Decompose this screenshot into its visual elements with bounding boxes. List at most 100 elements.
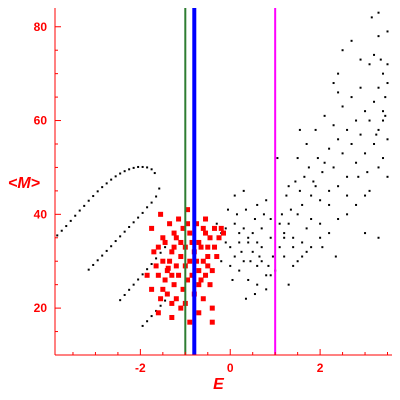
data-point <box>373 53 376 56</box>
data-point <box>332 166 335 169</box>
data-point <box>312 180 315 183</box>
data-point <box>334 255 337 258</box>
data-point <box>305 227 308 230</box>
data-point <box>176 216 182 222</box>
data-point <box>292 264 295 267</box>
data-point <box>146 268 149 271</box>
data-point <box>155 244 161 250</box>
data-point <box>289 208 292 211</box>
data-point <box>231 278 234 281</box>
data-point <box>224 241 227 244</box>
data-point <box>328 232 331 235</box>
data-point <box>169 272 175 278</box>
data-point <box>205 244 211 250</box>
data-point <box>150 263 153 266</box>
data-point <box>173 296 179 302</box>
data-point <box>341 49 344 52</box>
data-point <box>301 203 304 206</box>
data-point <box>310 246 313 249</box>
data-point <box>180 286 186 292</box>
data-point <box>203 216 209 222</box>
data-point <box>203 230 209 236</box>
data-point <box>386 138 389 141</box>
data-point <box>283 232 286 235</box>
data-point <box>271 255 274 258</box>
data-point <box>310 218 313 221</box>
data-point <box>366 171 369 174</box>
data-point <box>377 86 380 89</box>
data-point <box>265 199 268 202</box>
data-point <box>314 185 317 188</box>
data-point <box>194 221 200 227</box>
y-tick-label: 40 <box>34 207 48 221</box>
data-point <box>196 282 202 288</box>
data-point <box>74 214 77 217</box>
data-point <box>303 175 306 178</box>
data-point <box>128 288 131 291</box>
data-point <box>200 258 206 264</box>
x-tick-label: -2 <box>135 361 146 375</box>
data-point <box>123 293 126 296</box>
data-point <box>253 293 256 296</box>
data-point <box>386 175 389 178</box>
data-point <box>196 268 202 274</box>
data-point <box>150 315 153 318</box>
data-point <box>167 221 173 227</box>
data-point <box>221 230 226 236</box>
data-point <box>368 189 371 192</box>
data-point <box>269 218 272 221</box>
x-tick-label: 2 <box>317 361 324 375</box>
data-point <box>209 305 215 311</box>
data-point <box>132 166 135 169</box>
data-point <box>260 227 263 230</box>
data-point <box>194 258 200 264</box>
data-point <box>171 230 177 236</box>
data-point <box>105 249 108 252</box>
data-point <box>212 244 218 250</box>
data-point <box>141 324 144 327</box>
x-axis-title: E <box>213 376 225 393</box>
data-point <box>212 225 218 231</box>
data-point <box>169 249 175 255</box>
data-point <box>215 222 218 225</box>
data-point <box>233 194 236 197</box>
data-point <box>96 259 99 262</box>
data-point <box>101 254 104 257</box>
data-point <box>328 203 331 206</box>
data-point <box>238 232 241 235</box>
y-tick-label: 60 <box>34 114 48 128</box>
data-point <box>373 100 376 103</box>
data-point <box>382 119 385 122</box>
data-point <box>346 128 349 131</box>
data-point <box>283 236 286 239</box>
data-point <box>233 222 236 225</box>
data-point <box>337 91 340 94</box>
data-point <box>155 272 161 278</box>
data-point <box>132 283 135 286</box>
data-point <box>249 260 252 263</box>
data-point <box>265 274 268 277</box>
data-point <box>178 305 184 311</box>
data-point <box>269 236 272 239</box>
data-point <box>370 16 373 19</box>
data-point <box>78 209 81 212</box>
data-point <box>332 124 335 127</box>
data-point <box>137 216 140 219</box>
data-point <box>123 230 126 233</box>
data-point <box>220 260 223 263</box>
data-point <box>382 72 385 75</box>
data-point <box>158 187 161 190</box>
data-point <box>253 218 256 221</box>
data-point <box>256 241 259 244</box>
vertical-lines <box>184 8 277 355</box>
data-point <box>256 283 259 286</box>
data-point <box>151 249 157 255</box>
data-point <box>256 264 259 267</box>
data-point <box>149 225 155 231</box>
data-point <box>144 272 150 278</box>
data-point <box>260 260 263 263</box>
data-point <box>155 257 158 260</box>
data-point <box>355 119 358 122</box>
data-point <box>368 119 371 122</box>
data-point <box>159 251 162 254</box>
